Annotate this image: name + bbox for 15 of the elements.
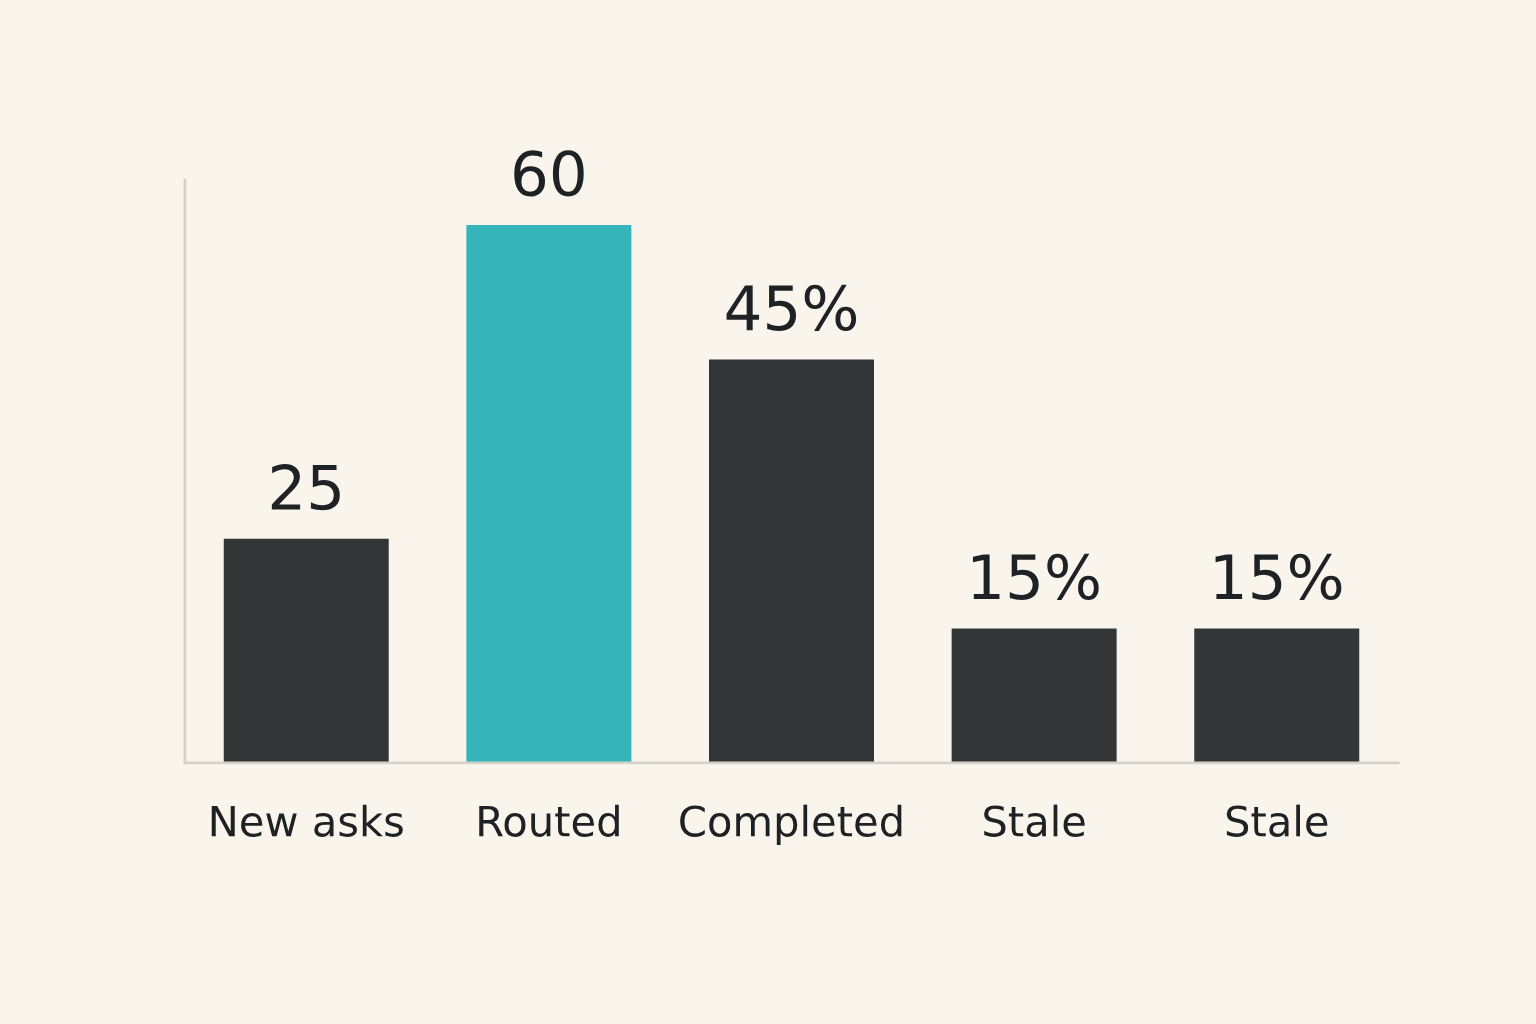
x-tick-label: Completed <box>680 804 902 845</box>
x-tick-label: New asks <box>211 804 403 837</box>
data-label: 45% <box>726 284 857 332</box>
x-tick-label: Stale <box>984 804 1085 837</box>
bar <box>709 359 874 763</box>
bar <box>1194 628 1360 763</box>
x-tick-label: Stale <box>1226 804 1328 837</box>
data-label: 25 <box>271 464 340 511</box>
data-label: 60 <box>514 150 584 197</box>
bar <box>223 538 389 763</box>
bar <box>466 225 632 763</box>
data-label: 15% <box>1215 553 1342 600</box>
bar <box>951 628 1117 763</box>
data-label: 15% <box>972 553 1099 600</box>
x-tick-label: Routed <box>479 804 619 837</box>
